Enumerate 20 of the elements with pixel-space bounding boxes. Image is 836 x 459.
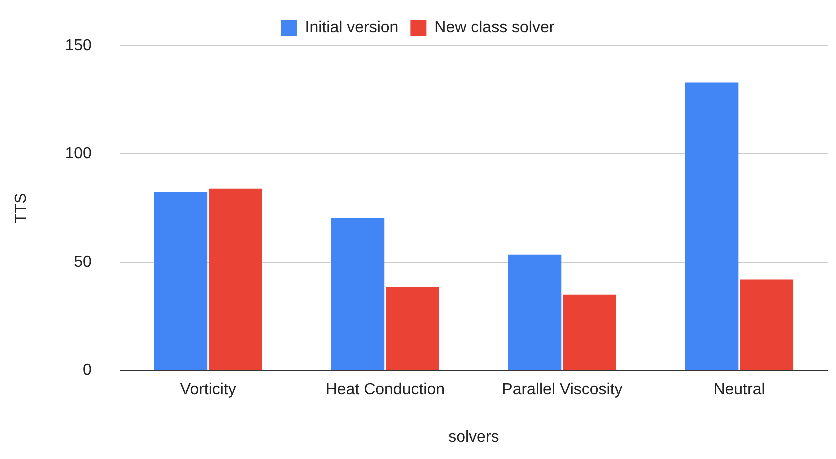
bar bbox=[154, 192, 208, 370]
bar bbox=[740, 280, 794, 370]
bar bbox=[209, 188, 262, 370]
x-tick-label: Heat Conduction bbox=[326, 382, 446, 399]
bar bbox=[508, 254, 562, 370]
y-tick-label: 0 bbox=[82, 362, 92, 380]
x-axis-title: solvers bbox=[448, 428, 500, 446]
bar bbox=[386, 287, 440, 370]
y-tick-label: 100 bbox=[65, 146, 92, 163]
y-axis-title: TTS bbox=[13, 193, 30, 224]
x-tick-label: Vorticity bbox=[180, 382, 236, 399]
legend-label: New class solver bbox=[434, 19, 556, 36]
bar bbox=[685, 82, 739, 370]
legend-label: Initial version bbox=[305, 19, 399, 36]
bar bbox=[331, 218, 385, 370]
x-tick-label: Parallel Viscosity bbox=[502, 382, 623, 399]
bar bbox=[563, 294, 617, 370]
y-tick-label: 150 bbox=[65, 37, 92, 54]
x-tick-label: Neutral bbox=[714, 382, 766, 399]
y-tick-label: 50 bbox=[74, 254, 92, 271]
